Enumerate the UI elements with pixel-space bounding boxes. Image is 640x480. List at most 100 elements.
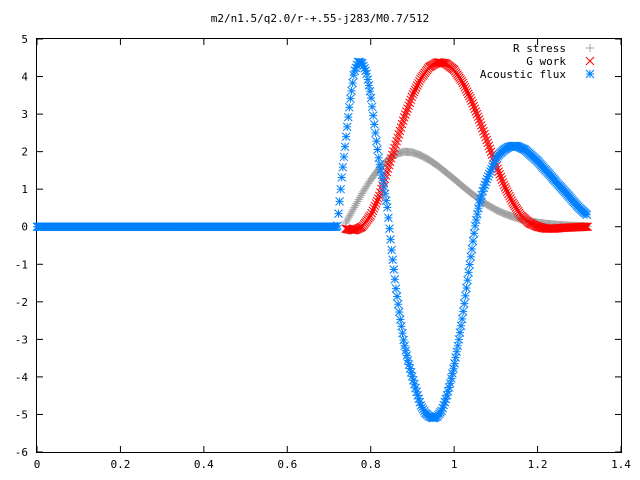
data-point	[499, 180, 509, 190]
data-point	[346, 94, 355, 103]
data-point	[373, 145, 382, 154]
data-point	[474, 203, 483, 213]
legend-label: G work	[526, 55, 566, 68]
data-point	[372, 196, 382, 206]
data-point	[407, 92, 417, 102]
data-point	[390, 274, 400, 284]
data-point	[404, 101, 413, 111]
data-point	[390, 143, 399, 153]
data-point	[362, 69, 372, 79]
x-tick-label: 0	[34, 458, 41, 471]
data-point	[389, 265, 399, 274]
data-point	[461, 85, 471, 94]
data-point	[482, 135, 492, 145]
data-point	[387, 150, 397, 160]
legend-marker	[586, 44, 594, 52]
data-point	[348, 78, 357, 88]
data-point	[496, 172, 506, 182]
data-point	[363, 75, 373, 84]
data-point	[374, 191, 384, 201]
data-point	[368, 111, 378, 120]
data-point	[372, 136, 381, 146]
x-tick-label: 0.8	[361, 458, 381, 471]
data-point	[502, 187, 512, 197]
data-point	[463, 89, 473, 99]
data-point	[449, 364, 458, 374]
data-point	[341, 132, 351, 141]
data-point	[373, 194, 383, 203]
data-point	[472, 209, 482, 219]
data-point	[469, 228, 479, 238]
data-point	[483, 138, 493, 148]
data-point	[398, 116, 408, 126]
legend-label: Acoustic flux	[480, 68, 566, 81]
y-tick-label: -6	[15, 446, 28, 459]
data-point	[371, 128, 380, 138]
data-point	[476, 121, 486, 130]
data-point	[451, 353, 460, 362]
data-point	[384, 160, 394, 170]
data-point	[392, 292, 402, 301]
y-tick-label: -1	[15, 258, 28, 271]
data-point	[406, 95, 416, 105]
data-point	[506, 193, 515, 203]
y-tick-label: 0	[21, 221, 28, 234]
axes: 0 0.2 0.4 0.6 0.8 1 1.2 1.4 5 4 3 2 1 0 -1 -2 -3 -4 -5 -6	[15, 33, 632, 471]
data-point	[391, 284, 401, 293]
data-point	[388, 255, 398, 265]
data-point	[504, 189, 513, 199]
data-point	[467, 244, 477, 254]
data-point	[386, 153, 396, 163]
legend-marker	[585, 56, 595, 66]
data-point	[466, 93, 475, 103]
y-tick-label: 4	[21, 71, 28, 84]
legend-label: R stress	[513, 42, 566, 55]
data-point	[581, 222, 590, 232]
data-point	[340, 142, 350, 152]
data-point	[446, 374, 456, 383]
data-point	[479, 126, 488, 136]
data-point	[367, 208, 377, 218]
data-point	[386, 234, 395, 244]
data-point	[500, 182, 510, 192]
data-point	[402, 107, 411, 116]
data-point	[474, 115, 484, 124]
data-point	[472, 109, 482, 119]
data-point	[334, 209, 343, 218]
data-point	[464, 91, 474, 101]
data-point	[369, 120, 379, 129]
data-point	[399, 335, 408, 345]
data-point	[392, 136, 402, 146]
x-tick-label: 1	[451, 458, 458, 471]
data-point	[477, 123, 487, 133]
data-point	[452, 347, 462, 357]
y-tick-label: 1	[21, 183, 28, 196]
data-point	[450, 359, 459, 368]
data-point	[366, 93, 376, 103]
data-point	[578, 222, 588, 232]
x-tick-label: 1.4	[611, 458, 631, 471]
data-point	[485, 144, 495, 154]
data-point	[495, 169, 505, 179]
data-point	[342, 122, 352, 132]
x-tick-label: 0.4	[194, 458, 214, 471]
data-point	[397, 119, 407, 129]
data-point	[398, 328, 407, 338]
data-point	[481, 132, 490, 142]
series-2	[341, 57, 592, 235]
data-point	[468, 99, 477, 108]
data-point	[394, 130, 404, 139]
data-point	[462, 283, 471, 293]
data-point	[463, 275, 472, 285]
data-point	[498, 177, 508, 187]
data-point	[460, 82, 470, 92]
data-point	[470, 221, 480, 231]
data-point	[385, 157, 395, 167]
y-tick-label: -3	[15, 333, 28, 346]
data-point	[366, 211, 375, 220]
data-point	[377, 170, 387, 180]
data-point	[376, 165, 386, 175]
data-point	[484, 141, 494, 151]
chart-title: m2/n1.5/q2.0/r-+.55-j283/M0.7/512	[211, 12, 430, 25]
